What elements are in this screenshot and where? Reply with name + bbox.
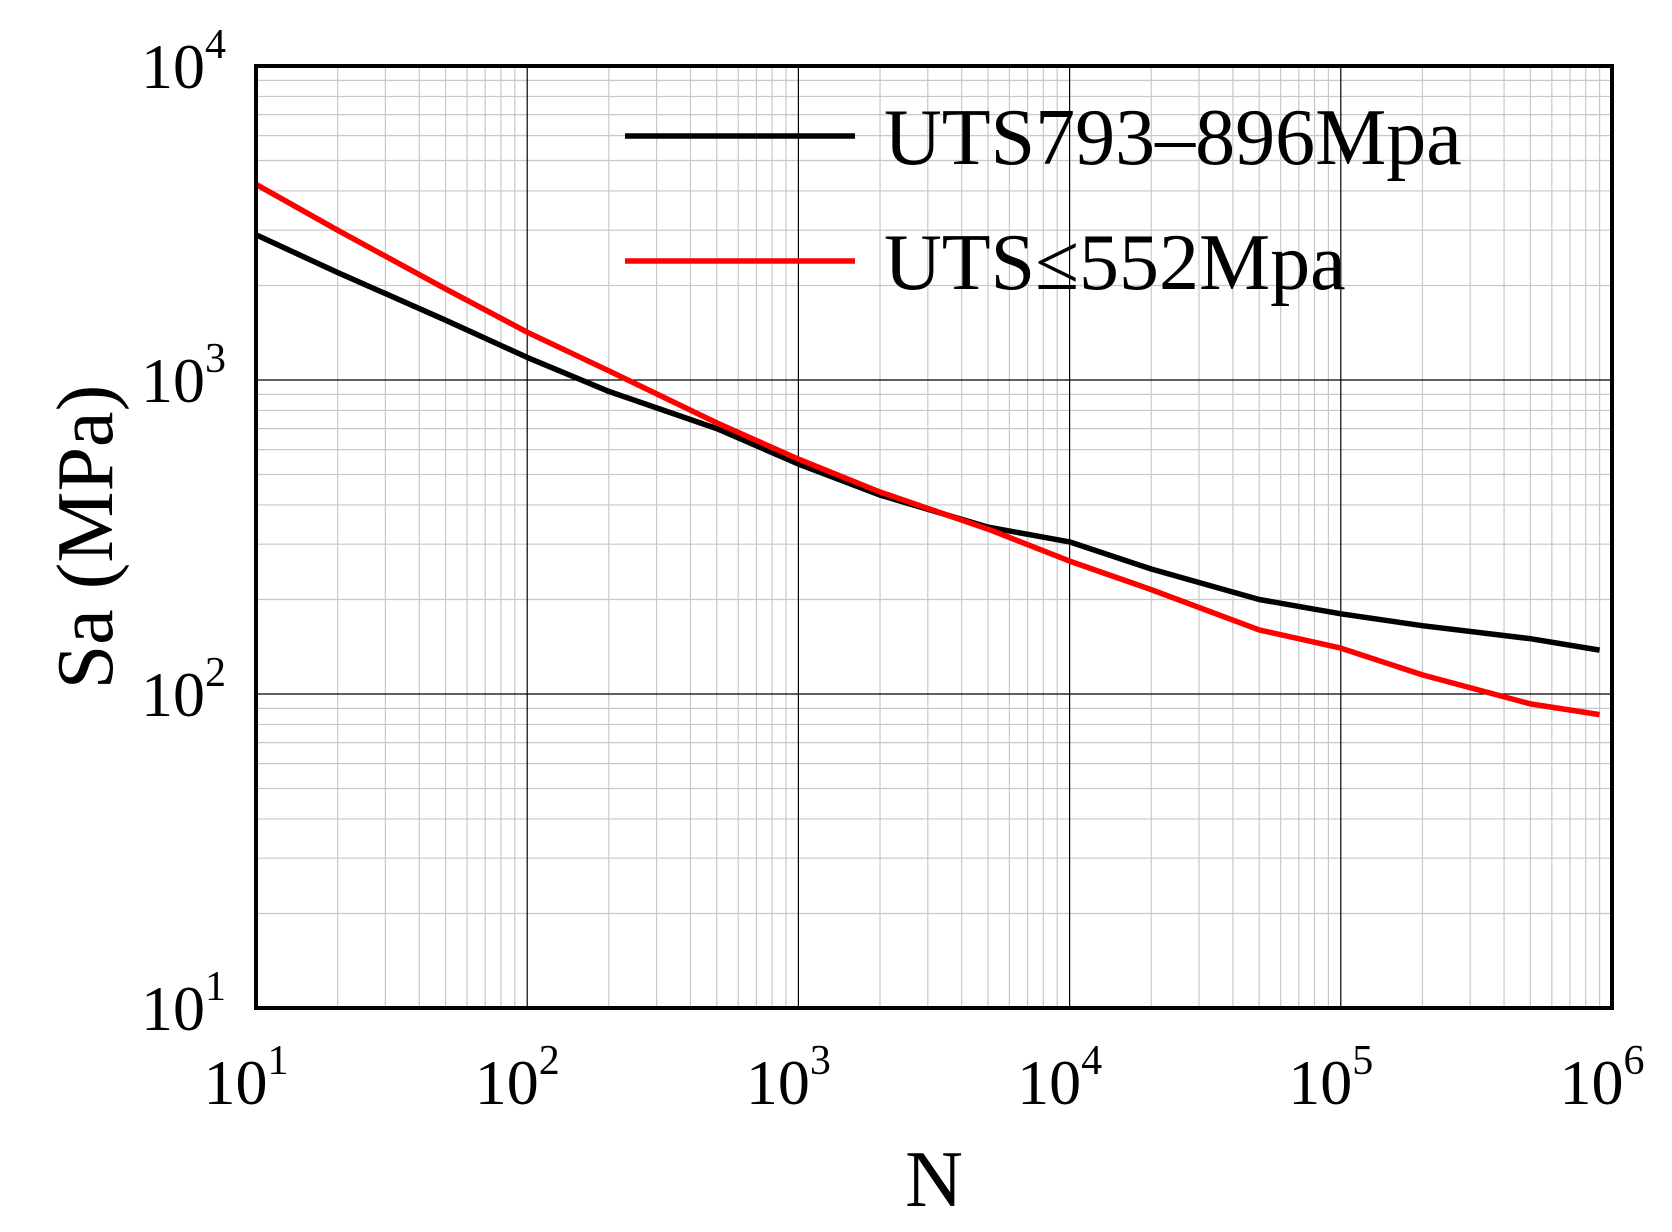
x-tick-label: 105 bbox=[1288, 1038, 1373, 1118]
y-tick-label: 102 bbox=[141, 650, 226, 730]
plot-frame bbox=[254, 64, 1614, 1010]
y-tick-label: 101 bbox=[141, 964, 226, 1044]
y-axis-label: Sa (MPa) bbox=[42, 385, 130, 689]
y-tick-labels: 101 102 103 104 bbox=[141, 22, 226, 1044]
x-tick-label: 104 bbox=[1017, 1038, 1102, 1118]
y-tick-label: 104 bbox=[141, 22, 226, 102]
x-tick-label: 103 bbox=[746, 1038, 831, 1118]
major-grid bbox=[256, 66, 1612, 1008]
x-tick-label: 106 bbox=[1560, 1038, 1645, 1118]
x-tick-labels: 101 102 103 104 105 106 bbox=[204, 1038, 1645, 1118]
minor-grid bbox=[256, 66, 1612, 1008]
series-layer bbox=[254, 181, 1601, 718]
x-tick-label: 102 bbox=[475, 1038, 560, 1118]
legend-label-1: UTS793–896Mpa bbox=[884, 94, 1462, 182]
series-line-2 bbox=[254, 181, 1601, 718]
x-axis-label: N bbox=[905, 1136, 963, 1224]
legend-label-2: UTS≤552Mpa bbox=[884, 219, 1346, 307]
legend: UTS793–896Mpa UTS≤552Mpa bbox=[625, 94, 1462, 307]
y-tick-label: 103 bbox=[141, 336, 226, 416]
x-tick-label: 101 bbox=[204, 1038, 289, 1118]
